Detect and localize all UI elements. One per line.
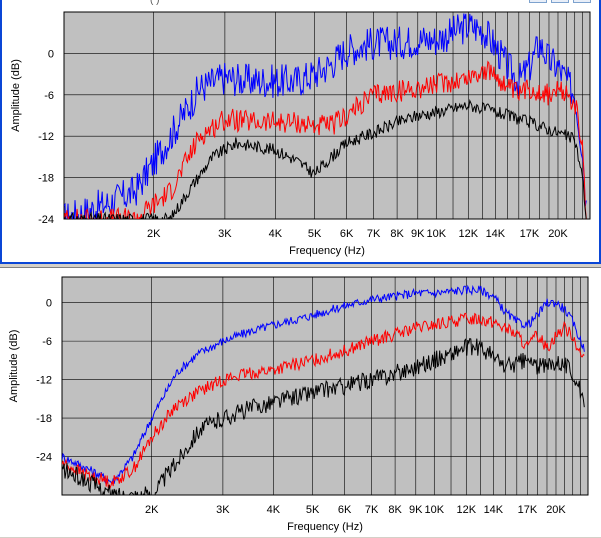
x-tick-label: 5K [308,228,322,240]
x-tick-label: 17K [520,228,540,240]
x-tick-label: 7K [367,228,381,240]
y-tick-label: -6 [42,336,52,348]
top-chart-window: ( ) 0 -6 -12 -18 -24 2K 3K 4K 5K 6K 7K 8K 9K 10K 12K 14… [0,0,601,264]
x-tick-label: 7K [365,504,379,516]
y-tick-label: 0 [48,48,54,60]
x-axis-label: Frequency (Hz) [287,521,363,533]
x-tick-label: 8K [388,504,402,516]
x-tick-label: 2K [147,228,161,240]
maximize-button[interactable] [551,0,569,3]
x-tick-label: 5K [306,504,320,516]
x-tick-label: 3K [218,228,232,240]
y-tick-label: -24 [38,214,54,226]
y-tick-label: -12 [38,131,54,143]
y-tick-label: -6 [44,90,54,102]
minimize-button[interactable] [529,0,547,3]
x-tick-label: 4K [269,228,283,240]
x-tick-label: 17K [518,504,538,516]
x-axis-label: Frequency (Hz) [289,245,365,257]
x-tick-label: 6K [340,228,354,240]
y-tick-label: 0 [46,298,52,310]
x-tick-label: 14K [486,228,506,240]
window-title-buttons [519,0,599,6]
series-line-blue [64,13,587,219]
x-tick-label: 8K [390,228,404,240]
window-caption-fragment: ( ) [150,0,160,6]
series-line-red [62,312,585,489]
x-tick-label: 9K [409,504,423,516]
x-tick-label: 20K [546,504,566,516]
y-axis-label: Amplitude (dB) [8,330,20,403]
y-tick-label: -18 [38,173,54,185]
y-tick-label: -12 [36,375,52,387]
y-axis-label: Amplitude (dB) [10,59,22,132]
series-line-blue [62,284,585,485]
x-tick-label: 12K [457,504,477,516]
series-line-black [62,337,585,495]
series-line-red [64,60,587,219]
x-tick-label: 20K [548,228,568,240]
x-tick-label: 9K [411,228,425,240]
x-tick-label: 3K [216,504,230,516]
bottom-chart-window: 0 -6 -12 -18 -24 2K 3K 4K 5K 6K 7K 8K 9K 10K 12K 14K 17K… [0,267,601,537]
y-tick-label: -24 [36,452,52,464]
close-button[interactable] [573,0,591,3]
y-tick-label: -18 [36,413,52,425]
frequency-response-chart-top: 0 -6 -12 -18 -24 2K 3K 4K 5K 6K 7K 8K 9K 10K 12K 14K 17K… [10,11,591,257]
x-tick-label: 14K [484,504,504,516]
x-tick-label: 10K [426,228,446,240]
series-line-black [64,98,587,219]
x-tick-label: 12K [459,228,479,240]
x-tick-label: 2K [145,504,159,516]
x-tick-label: 6K [338,504,352,516]
x-tick-label: 10K [424,504,444,516]
x-tick-label: 4K [267,504,281,516]
frequency-response-chart-bottom: 0 -6 -12 -18 -24 2K 3K 4K 5K 6K 7K 8K 9K 10K 12K 14K 17K… [8,276,589,533]
